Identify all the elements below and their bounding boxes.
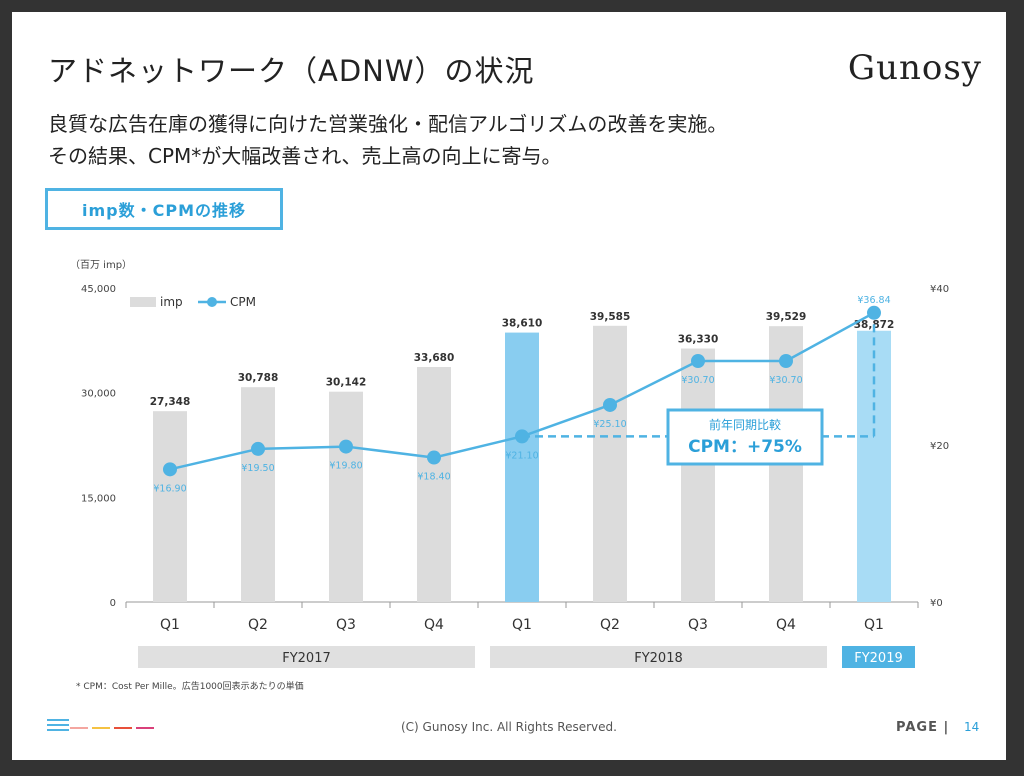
fiscal-year-label: FY2018 — [634, 651, 683, 666]
lead-line-1: 良質な広告在庫の獲得に向けた営業強化・配信アルゴリズムの改善を実施。 — [48, 112, 728, 136]
cpm-value-label: ¥19.50 — [241, 463, 274, 474]
legend-imp-label: imp — [160, 295, 183, 309]
fiscal-year-band — [842, 646, 915, 668]
x-tick-label: Q1 — [864, 617, 884, 633]
y2-tick-label: ¥40 — [930, 284, 949, 295]
x-tick-label: Q3 — [336, 617, 356, 633]
yoy-annotation-value: CPM：+75% — [688, 437, 802, 457]
x-tick-label: Q3 — [688, 617, 708, 633]
legend-cpm-marker — [207, 297, 217, 307]
cpm-value-label: ¥25.10 — [593, 419, 626, 430]
fiscal-year-band — [490, 646, 827, 668]
cpm-value-label: ¥36.84 — [857, 295, 890, 306]
imp-bar — [857, 330, 891, 602]
imp-bar — [593, 325, 627, 602]
y-tick-label: 30,000 — [81, 389, 116, 400]
imp-value-label: 38,610 — [502, 318, 543, 330]
y2-tick-label: ¥0 — [930, 598, 943, 609]
cpm-value-label: ¥30.70 — [769, 375, 802, 386]
slide: アドネットワーク（ADNW）の状況 Gunosy 良質な広告在庫の獲得に向けた営… — [12, 12, 1006, 760]
x-tick-label: Q1 — [512, 617, 532, 633]
y-tick-label: 15,000 — [81, 493, 116, 504]
cpm-value-label: ¥30.70 — [681, 375, 714, 386]
imp-bar — [417, 366, 451, 602]
x-tick-label: Q2 — [600, 617, 620, 633]
menu-lines-icon — [47, 719, 69, 731]
imp-bar — [505, 332, 539, 602]
cpm-point — [251, 441, 265, 456]
cpm-point — [691, 354, 705, 369]
accent-dash-3 — [114, 727, 132, 729]
imp-value-label: 36,330 — [678, 333, 719, 345]
page-title: アドネットワーク（ADNW）の状況 — [48, 54, 535, 88]
page-label: PAGE | — [896, 720, 950, 735]
imp-bar — [241, 387, 275, 602]
imp-bar — [153, 411, 187, 602]
x-tick-label: Q4 — [776, 617, 796, 633]
copyright: (C) Gunosy Inc. All Rights Reserved. — [401, 720, 617, 734]
x-tick-label: Q2 — [248, 617, 268, 633]
cpm-value-label: ¥18.40 — [417, 472, 450, 483]
cpm-value-label: ¥19.80 — [329, 461, 362, 472]
cpm-point — [515, 429, 529, 444]
y2-tick-label: ¥20 — [930, 441, 949, 452]
yoy-annotation-title: 前年同期比較 — [709, 417, 781, 432]
page-number: 14 — [964, 720, 980, 734]
cpm-point — [339, 439, 353, 454]
y-tick-label: 0 — [110, 598, 116, 609]
cpm-value-label: ¥16.90 — [153, 483, 186, 494]
accent-dash-1 — [70, 727, 88, 729]
legend-imp-swatch — [130, 297, 156, 307]
cpm-point — [163, 462, 177, 477]
y-tick-label: 45,000 — [81, 284, 116, 295]
section-tag: imp数・CPMの推移 — [45, 188, 283, 230]
imp-value-label: 30,142 — [326, 377, 367, 389]
accent-dash-2 — [92, 727, 110, 729]
cpm-value-label: ¥21.10 — [505, 450, 538, 461]
imp-value-label: 39,529 — [766, 311, 807, 323]
fiscal-year-label: FY2019 — [854, 651, 903, 666]
imp-bar — [681, 348, 715, 602]
accent-dash-4 — [136, 727, 154, 729]
lead-text: 良質な広告在庫の獲得に向けた営業強化・配信アルゴリズムの改善を実施。 その結果、… — [48, 108, 727, 172]
imp-bar — [329, 391, 363, 602]
imp-value-label: 39,585 — [590, 311, 631, 323]
cpm-point — [779, 354, 793, 369]
x-tick-label: Q4 — [424, 617, 444, 633]
x-tick-label: Q1 — [160, 617, 180, 633]
footnote: * CPM：Cost Per Mille。広告1000回表示あたりの単価 — [76, 682, 304, 692]
yoy-annotation-box — [666, 408, 824, 466]
cpm-point — [603, 397, 617, 412]
imp-value-label: 33,680 — [414, 352, 455, 364]
cpm-point — [867, 305, 881, 320]
cpm-point — [427, 450, 441, 465]
lead-line-2: その結果、CPM*が大幅改善され、売上高の向上に寄与。 — [48, 144, 562, 168]
legend-cpm-label: CPM — [230, 295, 256, 309]
y-axis-title: （百万 imp） — [70, 259, 132, 271]
imp-cpm-chart: （百万 imp） 0 15,000 30,000 45,000 ¥0 ¥20 ¥40 27,34… — [70, 259, 949, 668]
imp-value-label: 27,348 — [150, 396, 191, 408]
fiscal-year-band — [138, 646, 475, 668]
gunosy-logo: Gunosy — [847, 48, 982, 88]
imp-value-label: 30,788 — [238, 372, 279, 384]
fiscal-year-label: FY2017 — [282, 651, 331, 666]
